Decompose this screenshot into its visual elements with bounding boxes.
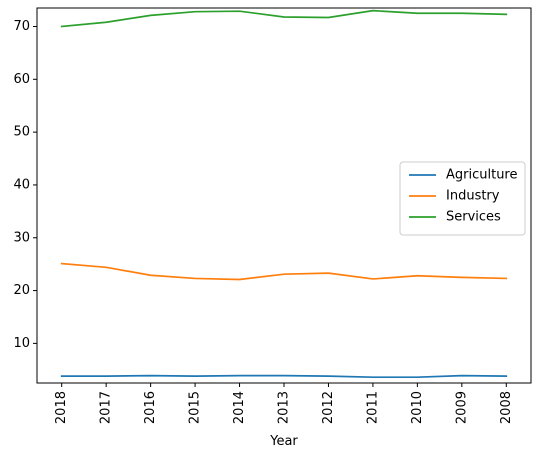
- x-tick-label: 2008: [499, 391, 514, 424]
- y-tick-label: 20: [13, 283, 30, 298]
- y-tick-label: 70: [13, 19, 30, 34]
- legend: Agriculture Industry Services: [399, 161, 526, 236]
- x-tick-label: 2012: [321, 391, 336, 424]
- legend-label-industry: Industry: [446, 189, 500, 204]
- y-tick-label: 10: [13, 336, 30, 351]
- x-tick-label: 2010: [410, 391, 425, 424]
- x-tick-label: 2014: [232, 391, 247, 424]
- y-tick-label: 60: [13, 72, 30, 87]
- x-tick-label: 2011: [365, 391, 380, 424]
- y-tick-label: 30: [13, 230, 30, 245]
- x-tick-label: 2013: [277, 391, 292, 424]
- x-tick-label: 2018: [54, 391, 69, 424]
- x-axis: 2018 2017 2016 2015 2014 2013 2012 2011 2010 2009…: [54, 383, 514, 424]
- x-tick-label: 2017: [99, 391, 114, 424]
- y-axis: 10 20 30 40 50 60 70: [13, 19, 37, 351]
- series-layer: [60, 9, 508, 379]
- series-line-industry: [60, 262, 508, 281]
- x-tick-label: 2016: [143, 391, 158, 424]
- y-tick-label: 50: [13, 125, 30, 140]
- series-line-agriculture: [60, 374, 508, 379]
- x-tick-label: 2015: [188, 391, 203, 424]
- series-line-services: [60, 9, 508, 28]
- x-tick-label: 2009: [454, 391, 469, 424]
- y-tick-label: 40: [13, 177, 30, 192]
- legend-label-services: Services: [446, 210, 501, 225]
- legend-label-agriculture: Agriculture: [446, 168, 518, 183]
- x-axis-title: Year: [269, 434, 298, 449]
